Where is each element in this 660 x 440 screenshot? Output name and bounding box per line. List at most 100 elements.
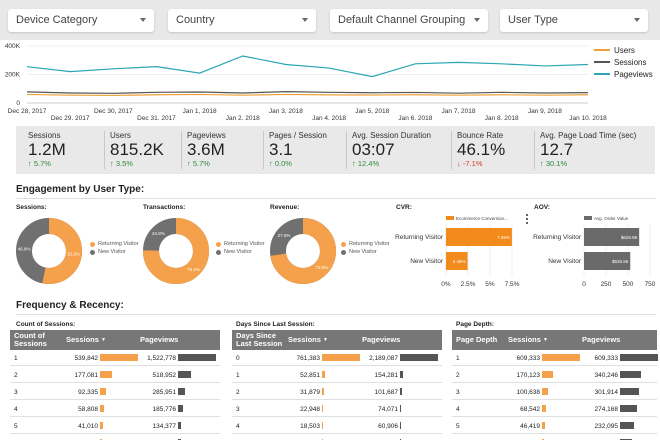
filter-bar: Device Category Country Default Channel … <box>0 0 660 40</box>
legend-item-users[interactable]: Users <box>594 44 653 56</box>
cell-sessions: 92,335 <box>78 388 98 396</box>
table-row[interactable]: 5 41,010 134,377 <box>10 418 220 434</box>
cell-sessions: 32,822 <box>498 435 540 440</box>
sessions-bar <box>322 354 360 361</box>
kpi-pages-session[interactable]: Pages / Session 3.1 ↑ 0.0% <box>263 126 327 174</box>
kpi-avg-page-load-time-sec[interactable]: Avg. Page Load Time (sec) 12.7 ↑ 30.1% <box>534 126 636 174</box>
donut-slice-returning[interactable] <box>143 218 209 284</box>
table-row[interactable]: 2 31,879 101,687 <box>232 384 442 400</box>
series-line-sessions <box>26 90 589 94</box>
kpi-bounce-rate[interactable]: Bounce Rate 46.1% ↓ -7.1% <box>451 126 505 174</box>
cell-pageviews: 51,540 <box>352 435 398 440</box>
table-row[interactable]: 1 52,851 154,281 <box>232 367 442 383</box>
column-header-sessions[interactable]: Sessions ▼ <box>66 330 106 350</box>
cell-pageviews: 154,281 <box>374 371 399 379</box>
kpi-change-value: 5.7% <box>33 159 51 168</box>
column-header-pageviews[interactable]: Pageviews <box>582 330 620 350</box>
x-tick-label: Jan 1, 2018 <box>183 108 217 115</box>
kpi-change: ↑ 12.4% <box>352 159 431 168</box>
table-row[interactable]: 4 58,808 185,776 <box>10 401 220 417</box>
table-row[interactable]: 6 30,611 101,691 <box>10 435 220 440</box>
x-tick-label: Dec 29, 2017 <box>51 115 90 120</box>
table-title-days-since: Days Since Last Session: <box>236 321 315 328</box>
bar[interactable] <box>446 252 468 270</box>
legend-label: Users <box>614 45 635 55</box>
country-filter[interactable]: Country <box>168 9 316 32</box>
table-row[interactable]: 1 539,842 1,522,778 <box>10 350 220 366</box>
cell-sessions: 100,638 <box>516 388 541 396</box>
donut-label-new: 27.5% <box>278 233 291 238</box>
kpi-value: 3.6M <box>187 140 225 159</box>
table-row[interactable]: 5 15,383 51,540 <box>232 435 442 440</box>
table-row[interactable]: 1 609,333 609,333 <box>452 350 658 366</box>
table-row[interactable]: 6 32,822 196,932 <box>452 435 657 440</box>
legend-dot <box>341 250 346 255</box>
donut-slice-returning[interactable] <box>270 218 336 284</box>
column-header-sessions[interactable]: Sessions ▼ <box>508 330 548 350</box>
x-tick-label: Dec 30, 2017 <box>94 108 133 115</box>
kpi-separator <box>346 131 347 169</box>
table-row[interactable]: 5 46,419 232,095 <box>452 418 657 434</box>
donut-legend: Returning Visitor New Visitor <box>90 241 139 257</box>
pageviews-bar <box>178 422 182 429</box>
legend-item-sessions[interactable]: Sessions <box>594 56 653 68</box>
donut-label-returning: 72.5% <box>316 265 329 270</box>
column-header-label: Count of Sessions <box>14 331 47 348</box>
sessions-bar <box>100 388 107 395</box>
user-type-filter[interactable]: User Type <box>500 9 648 32</box>
table-row[interactable]: 2 177,081 518,952 <box>10 367 220 383</box>
cell-key: 4 <box>236 422 240 430</box>
cell-pageviews: 74,071 <box>378 405 398 413</box>
bar[interactable] <box>584 252 631 270</box>
cell-sessions: 52,851 <box>300 371 320 379</box>
kpi-pageviews[interactable]: Pageviews 3.6M ↑ 5.7% <box>181 126 226 174</box>
legend-item-new: New Visitor <box>216 249 265 255</box>
more-options-icon[interactable] <box>526 214 528 226</box>
table-row[interactable]: 3 92,335 285,951 <box>10 384 220 400</box>
legend-item-pageviews[interactable]: Pageviews <box>594 68 653 80</box>
column-header-key[interactable]: Count of Sessions <box>14 330 62 350</box>
sort-desc-icon: ▼ <box>101 337 106 343</box>
column-header-sessions[interactable]: Sessions ▼ <box>288 330 328 350</box>
transactions-donut-chart: 75.2% 24.8% <box>143 218 209 284</box>
cell-sessions: 31,879 <box>300 388 320 396</box>
bar[interactable] <box>446 228 512 246</box>
series-line-pageviews <box>26 55 589 78</box>
x-tick-label: Jan 7, 2018 <box>442 108 476 115</box>
pageviews-bar <box>178 354 216 361</box>
cell-key: 5 <box>456 422 460 430</box>
column-header-label: Pageviews <box>582 335 621 344</box>
column-header-label: Sessions <box>288 335 321 344</box>
x-tick-label: Jan 10, 2018 <box>569 115 607 120</box>
legend-dot <box>216 242 221 247</box>
table-row[interactable]: 4 68,542 274,168 <box>452 401 657 417</box>
cell-pageviews: 196,932 <box>572 435 619 440</box>
cell-pageviews: 232,095 <box>594 422 619 430</box>
cell-sessions: 15,383 <box>278 435 320 440</box>
kpi-value: 12.7 <box>540 140 574 159</box>
kpi-change-value: 0.0% <box>274 159 292 168</box>
table-row[interactable]: 3 100,638 301,914 <box>452 384 657 400</box>
table-row[interactable]: 4 18,503 60,906 <box>232 418 442 434</box>
bar[interactable] <box>584 228 640 246</box>
column-header-pageviews[interactable]: Pageviews <box>140 330 178 350</box>
cell-key: 3 <box>14 388 18 396</box>
donut-slice-returning[interactable] <box>16 218 82 284</box>
legend-swatch <box>446 216 454 220</box>
channel-grouping-filter[interactable]: Default Channel Grouping <box>330 9 488 32</box>
kpi-users[interactable]: Users 815.2K ↑ 3.5% <box>104 126 164 174</box>
column-header-key[interactable]: Page Depth <box>456 330 504 350</box>
cell-pageviews: 609,333 <box>594 354 619 362</box>
table-row[interactable]: 2 170,123 340,246 <box>452 367 657 383</box>
table-row[interactable]: 3 22,948 74,071 <box>232 401 442 417</box>
device-category-filter[interactable]: Device Category <box>8 9 154 32</box>
table-row[interactable]: 0 761,383 2,189,087 <box>232 350 442 366</box>
kpi-sessions[interactable]: Sessions 1.2M ↑ 5.7% <box>22 126 66 174</box>
column-header-key[interactable]: Days Since Last Session <box>236 330 284 350</box>
x-tick-label: 250 <box>601 281 612 288</box>
cell-pageviews: 285,951 <box>152 388 177 396</box>
cell-key: 6 <box>456 435 460 440</box>
column-header-pageviews[interactable]: Pageviews <box>362 330 400 350</box>
kpi-separator <box>104 131 105 169</box>
kpi-avg-session-duration[interactable]: Avg. Session Duration 03:07 ↑ 12.4% <box>346 126 431 174</box>
